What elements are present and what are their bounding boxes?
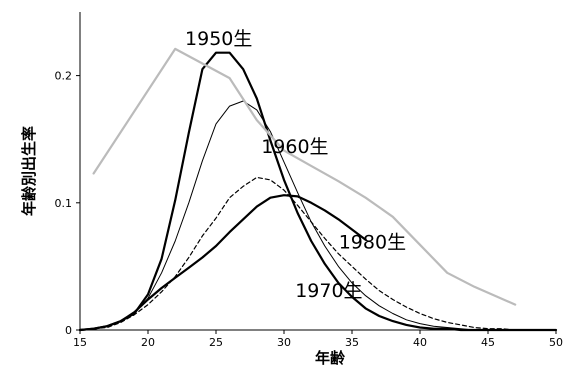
- series-group: [78, 47, 558, 332]
- series-line-1970: [79, 176, 557, 331]
- series-line-1960: [79, 100, 557, 331]
- y-tick-label: 0.2: [55, 70, 73, 83]
- tick-group: 15 20 25 30 35 40 45 50 0 0.1 0.2: [55, 70, 564, 349]
- x-tick-label: 50: [549, 336, 563, 349]
- series-annotation: 1960生: [261, 136, 328, 158]
- y-axis-label: 年齢別出生率: [20, 126, 38, 216]
- series-annotation: 1950生: [185, 28, 252, 50]
- y-tick-label: 0: [65, 324, 72, 337]
- series-line-1980: [78, 194, 367, 332]
- series-annotation: 1980生: [339, 232, 406, 254]
- x-tick-label: 40: [413, 336, 427, 349]
- x-tick-label: 15: [73, 336, 87, 349]
- series-annotation: 1970生: [295, 280, 362, 302]
- x-axis-label: 年齢: [315, 349, 346, 367]
- series-line-gray: [92, 47, 517, 306]
- x-tick-label: 35: [345, 336, 359, 349]
- y-tick-label: 0.1: [55, 197, 73, 210]
- x-tick-label: 30: [277, 336, 291, 349]
- annotation-group: 1950生 1960生 1980生 1970生: [185, 28, 406, 302]
- x-tick-label: 45: [481, 336, 495, 349]
- x-tick-label: 20: [141, 336, 155, 349]
- x-tick-label: 25: [209, 336, 223, 349]
